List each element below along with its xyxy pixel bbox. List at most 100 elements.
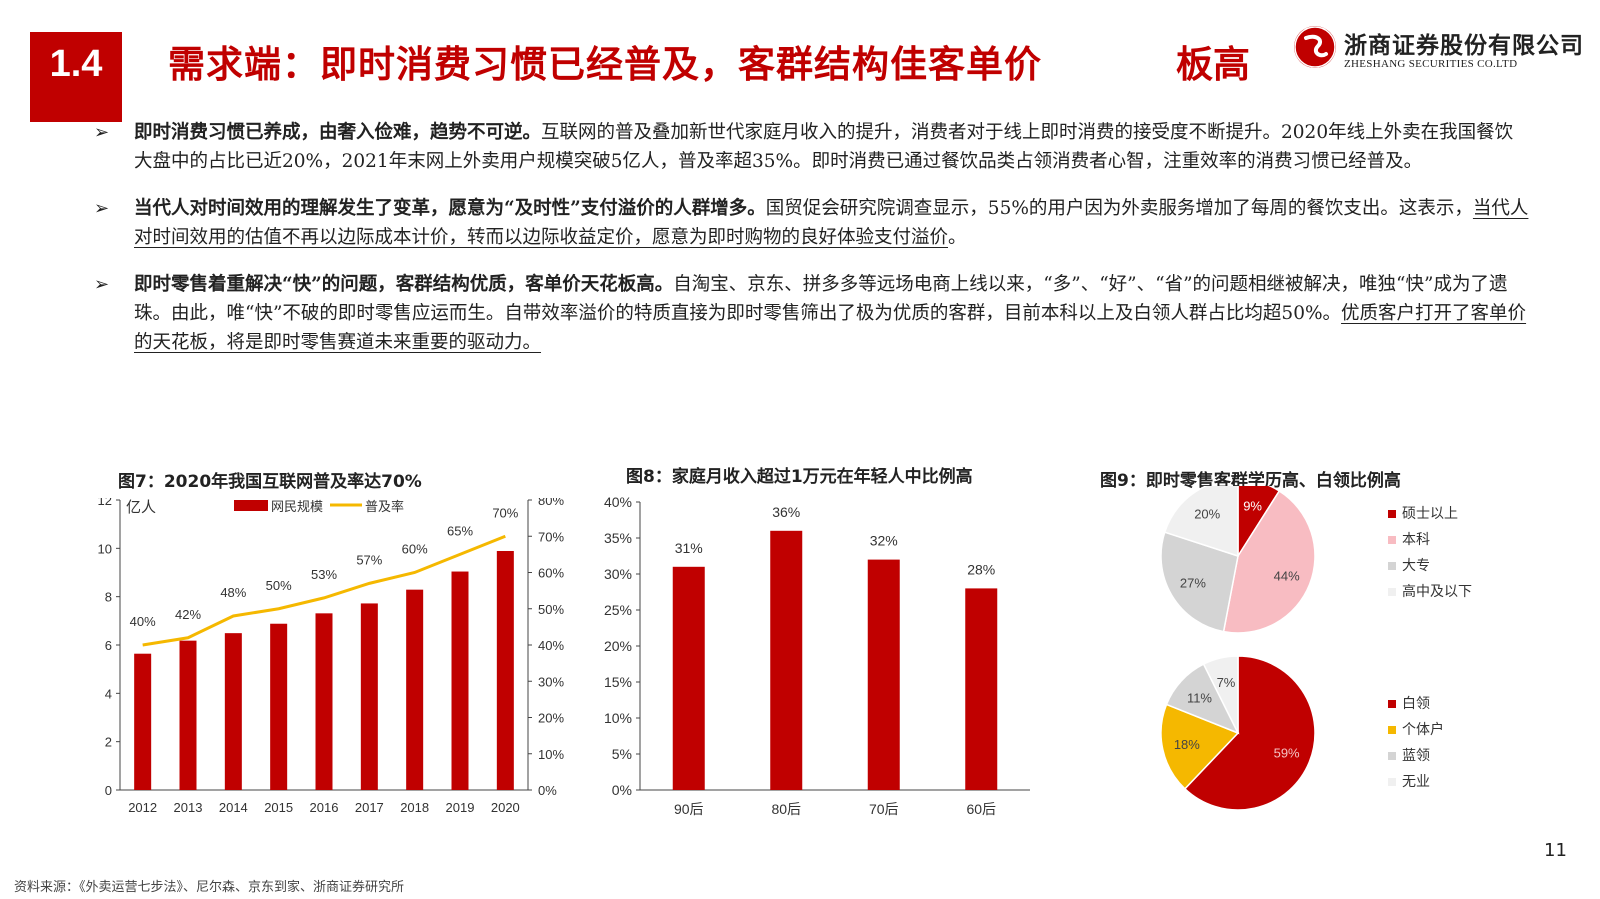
occupation-pie-legend-label: 无业 [1402,773,1430,789]
occupation-pie-legend-label: 个体户 [1402,721,1444,737]
x-axis-tick-label: 2020 [491,800,520,815]
x-axis-tick-label: 90后 [674,801,704,817]
education-pie-slice-label: 9% [1243,499,1262,514]
bullet-item: ➢ 当代人对时间效用的理解发生了变革，愿意为“及时性”支付溢价的人群增多。国贸促… [90,194,1530,252]
x-axis-tick-label: 80后 [771,801,801,817]
education-pie-legend-swatch [1388,536,1396,544]
bullet-bold-text: 即时消费习惯已养成，由奢入俭难，趋势不可逆。 [134,122,542,143]
education-pie-slice-label: 27% [1180,576,1206,591]
figure-9-title: 图9：即时零售客群学历高、白领比例高 [1100,471,1401,491]
education-pie-slice-label: 20% [1194,507,1220,522]
bar-data-label: 28% [967,561,995,577]
bullet-arrow-icon: ➢ [94,274,110,295]
y-axis-tick-label: 40% [604,496,632,510]
bar-internet-users [270,623,288,790]
page-title: 需求端：即时消费习惯已经普及，客群结构佳客单价 [168,43,1042,86]
occupation-pie-slice [1202,655,1239,734]
bullet-text: 自淘宝、京东、拼多多等远场电商上线以来，“多”、“好”、“省”的问题相继被解决，… [134,274,1508,324]
bullet-underlined-text: 优质客户打开了客单价的天花板，将是即时零售赛道未来重要的驱动力。 [134,303,1527,353]
bar-internet-users [134,653,152,790]
left-axis-tick-label: 12 [98,498,112,508]
bar-internet-users [360,603,378,790]
occupation-pie-legend-swatch [1388,726,1396,734]
x-axis-tick-label: 2019 [446,800,475,815]
line-penetration-rate [142,534,506,647]
left-axis-tick-label: 4 [105,686,112,701]
y-axis-tick-label: 35% [604,530,632,546]
x-axis-tick-label: 70后 [869,801,899,817]
figure-8-title: 图8：家庭月收入超过1万元在年轻人中比例高 [626,467,973,487]
x-axis-tick-label: 60后 [966,801,996,817]
left-axis-tick-label: 10 [98,541,112,556]
bullet-arrow-icon: ➢ [94,122,110,143]
line-data-label: 53% [311,567,337,582]
left-axis-tick-label: 6 [105,638,112,653]
line-data-label: 65% [447,523,473,538]
bar-data-label: 32% [870,533,898,549]
occupation-pie-slice [1183,655,1316,811]
right-axis-tick-label: 20% [538,711,564,726]
legend-label-rate: 普及率 [365,499,404,514]
section-number: 1.4 [49,43,103,85]
bullet-bold-text: 当代人对时间效用的理解发生了变革，愿意为“及时性”支付溢价的人群增多。 [134,198,766,219]
x-axis-tick-label: 2016 [310,800,339,815]
x-axis-tick-label: 2015 [264,800,293,815]
legend-label-users: 网民规模 [271,499,323,514]
source-note: 资料来源：《外卖运营七步法》、尼尔森、京东到家、浙商证券研究所 [14,880,405,895]
bar-income-share [965,588,998,790]
bar-income-share [867,559,900,790]
left-axis-tick-label: 0 [105,783,112,798]
bullet-text: 国贸促会研究院调查显示，55%的用户因为外卖服务增加了每周的餐饮支出。这表示， [765,198,1473,219]
bar-internet-users [406,589,424,790]
bullet-underlined-text: 当代人对时间效用的估值不再以边际成本计价，转而以边际收益定价，愿意为即时购物的良… [134,198,1529,248]
bullet-item: ➢ 即时零售着重解决“快”的问题，客群结构优质，客单价天花板高。自淘宝、京东、拼… [90,270,1530,357]
bar-internet-users [496,550,514,790]
bar-income-share [672,566,705,790]
y-axis-unit-label: 亿人 [126,499,156,516]
line-data-label: 50% [266,578,292,593]
education-pie-legend-swatch [1388,562,1396,570]
x-axis-tick-label: 2013 [174,800,203,815]
left-axis-tick-label: 8 [105,590,112,605]
education-pie-slice [1222,489,1316,634]
education-pie-slice [1163,486,1239,558]
x-axis-tick-label: 2014 [219,800,248,815]
page-number: 11 [1544,840,1567,861]
logo-emblem-icon [1294,26,1336,68]
line-data-label: 57% [356,552,382,567]
line-data-label: 40% [130,614,156,629]
occupation-pie-slice-label: 18% [1174,737,1200,752]
education-pie-legend-swatch [1388,588,1396,596]
y-axis-tick-label: 30% [604,566,632,582]
right-axis-tick-label: 30% [538,674,564,689]
line-data-label: 70% [492,505,518,520]
bar-internet-users [451,571,469,790]
education-pie-slice [1160,531,1239,633]
y-axis-tick-label: 25% [604,602,632,618]
occupation-pie-slice-label: 7% [1217,675,1236,690]
occupation-pie-slice-label: 59% [1274,745,1300,760]
bullet-item: ➢ 即时消费习惯已养成，由奢入俭难，趋势不可逆。互联网的普及叠加新世代家庭月收入… [90,118,1530,176]
occupation-pie-legend-label: 蓝领 [1402,747,1430,763]
left-axis-tick-label: 2 [105,735,112,750]
occupation-pie-legend-label: 白领 [1402,695,1430,711]
y-axis-tick-label: 15% [604,674,632,690]
x-axis-tick-label: 2018 [400,800,429,815]
right-axis-tick-label: 10% [538,747,564,762]
bullet-arrow-icon: ➢ [94,198,110,219]
bar-income-share [770,530,803,790]
bullet-bold-text: 即时零售着重解决“快”的问题，客群结构优质，客单价天花板高。 [134,274,674,295]
y-axis-tick-label: 10% [604,710,632,726]
right-axis-tick-label: 70% [538,529,564,544]
bullet-list: ➢ 即时消费习惯已养成，由奢入俭难，趋势不可逆。互联网的普及叠加新世代家庭月收入… [90,118,1530,375]
page-title-tail: 板高 [1176,43,1250,86]
right-axis-tick-label: 40% [538,638,564,653]
section-number-box: 1.4 [30,32,122,122]
education-pie-legend-swatch [1388,510,1396,518]
y-axis-tick-label: 5% [612,746,632,762]
figure-8-chart: 0% 5% 10% 15% 20% 25% 30% 35% 40% 31% 90后 36% 80后 32%… [604,496,1030,817]
logo-chinese-name: 浙商证券股份有限公司 [1344,33,1584,59]
bullet-text: 互联网的普及叠加新世代家庭月收入的提升，消费者对于线上即时消费的接受度不断提升。… [134,122,1514,172]
bar-internet-users [179,640,197,790]
x-axis-tick-label: 2012 [128,800,157,815]
